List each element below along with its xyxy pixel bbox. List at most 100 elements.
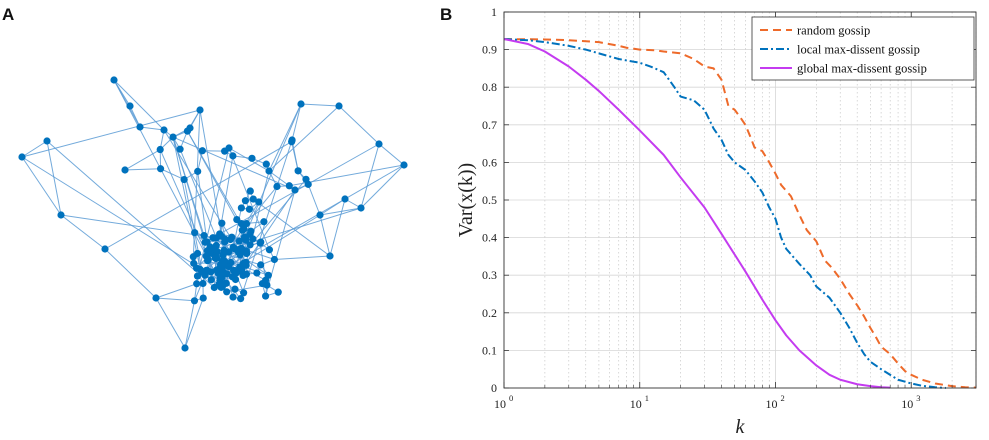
network-node bbox=[183, 127, 192, 135]
x-tick-exponent: 0 bbox=[509, 393, 513, 403]
network-node bbox=[273, 182, 281, 191]
network-node bbox=[229, 243, 237, 251]
network-edge bbox=[129, 105, 141, 128]
network-node bbox=[219, 251, 227, 259]
network-node bbox=[181, 344, 189, 352]
y-tick-label: 0.8 bbox=[482, 80, 497, 94]
x-tick-label: 10 2 bbox=[765, 393, 784, 411]
network-node bbox=[201, 271, 209, 279]
legend: random gossip local max-dissent gossip glo… bbox=[751, 16, 975, 81]
network-node bbox=[217, 232, 226, 240]
network-edge bbox=[172, 136, 206, 243]
network-node bbox=[101, 245, 109, 253]
network-edge bbox=[378, 143, 405, 166]
network-node bbox=[191, 229, 199, 237]
network-edge bbox=[172, 136, 201, 270]
network-node bbox=[152, 294, 160, 302]
network-edge bbox=[360, 164, 405, 209]
network-edge bbox=[113, 79, 165, 131]
x-tick-label: 10 3 bbox=[901, 393, 920, 411]
network-node bbox=[235, 237, 243, 245]
network-edge bbox=[268, 103, 302, 172]
y-tick-label: 1 bbox=[491, 5, 497, 19]
network-node bbox=[256, 239, 264, 247]
network-node bbox=[223, 288, 231, 296]
network-node bbox=[255, 198, 263, 206]
network-node bbox=[232, 269, 241, 277]
series-layer bbox=[503, 38, 977, 389]
network-node bbox=[242, 236, 250, 244]
network-edges bbox=[21, 79, 405, 349]
network-node bbox=[246, 187, 254, 195]
network-nodes bbox=[18, 76, 408, 352]
network-node bbox=[193, 249, 202, 258]
network-edge bbox=[253, 198, 331, 257]
y-tick-label: 0.5 bbox=[482, 193, 497, 207]
network-node bbox=[260, 218, 268, 226]
network-node bbox=[212, 241, 220, 250]
network-node bbox=[176, 145, 184, 153]
network-node bbox=[241, 197, 250, 205]
x-tick-base: 10 bbox=[901, 397, 913, 411]
network-node bbox=[160, 126, 168, 134]
network-node bbox=[201, 238, 209, 246]
network-node bbox=[357, 204, 365, 212]
network-node bbox=[242, 270, 251, 278]
network-node bbox=[203, 247, 212, 255]
x-tick-label: 10 1 bbox=[630, 393, 649, 411]
network-edge bbox=[268, 105, 340, 172]
panel-a-label: A bbox=[2, 5, 14, 24]
network-node bbox=[326, 252, 334, 260]
y-tick-label: 0.9 bbox=[482, 43, 497, 57]
legend-entry: global max-dissent gossip bbox=[797, 62, 927, 76]
network-edge bbox=[21, 156, 62, 216]
x-tick-exponent: 3 bbox=[916, 393, 920, 403]
network-edge bbox=[124, 168, 161, 171]
network-node bbox=[242, 258, 250, 267]
network-node bbox=[196, 106, 204, 114]
network-node bbox=[213, 248, 221, 256]
network-node bbox=[229, 152, 237, 160]
network-edge bbox=[319, 207, 362, 216]
network-edge bbox=[46, 140, 62, 216]
network-edge bbox=[300, 103, 340, 107]
network-edge bbox=[159, 149, 222, 288]
network-edge bbox=[155, 297, 195, 302]
network-node bbox=[291, 186, 299, 194]
network-graph bbox=[18, 76, 408, 352]
y-tick-label: 0 bbox=[491, 381, 497, 395]
network-node bbox=[285, 182, 293, 190]
network-node bbox=[209, 234, 217, 242]
network-edge bbox=[244, 103, 302, 238]
network-node bbox=[198, 147, 206, 155]
network-edge bbox=[124, 149, 161, 171]
network-node bbox=[169, 133, 177, 141]
network-node bbox=[341, 195, 349, 203]
y-tick-label: 0.3 bbox=[482, 268, 497, 282]
network-node bbox=[110, 76, 118, 84]
network-node bbox=[231, 275, 240, 284]
network-edge bbox=[274, 255, 331, 261]
network-node bbox=[57, 211, 65, 219]
network-node bbox=[297, 100, 305, 108]
network-node bbox=[199, 279, 207, 288]
network-node bbox=[262, 160, 270, 168]
y-tick-label: 0.7 bbox=[482, 118, 497, 132]
network-node bbox=[288, 136, 296, 144]
network-node bbox=[247, 227, 255, 235]
network-node bbox=[249, 235, 257, 243]
y-tick-label: 0.6 bbox=[482, 155, 497, 169]
network-node bbox=[121, 166, 129, 174]
network-node bbox=[126, 102, 134, 110]
network-edge bbox=[155, 297, 186, 349]
network-edge bbox=[155, 283, 197, 299]
network-edge bbox=[199, 109, 225, 251]
network-node bbox=[220, 257, 229, 265]
network-node bbox=[257, 261, 265, 269]
network-node bbox=[200, 231, 208, 240]
x-tick-base: 10 bbox=[630, 397, 642, 411]
network-edge bbox=[179, 148, 217, 239]
network-node bbox=[253, 269, 261, 277]
network-edge bbox=[222, 164, 405, 270]
